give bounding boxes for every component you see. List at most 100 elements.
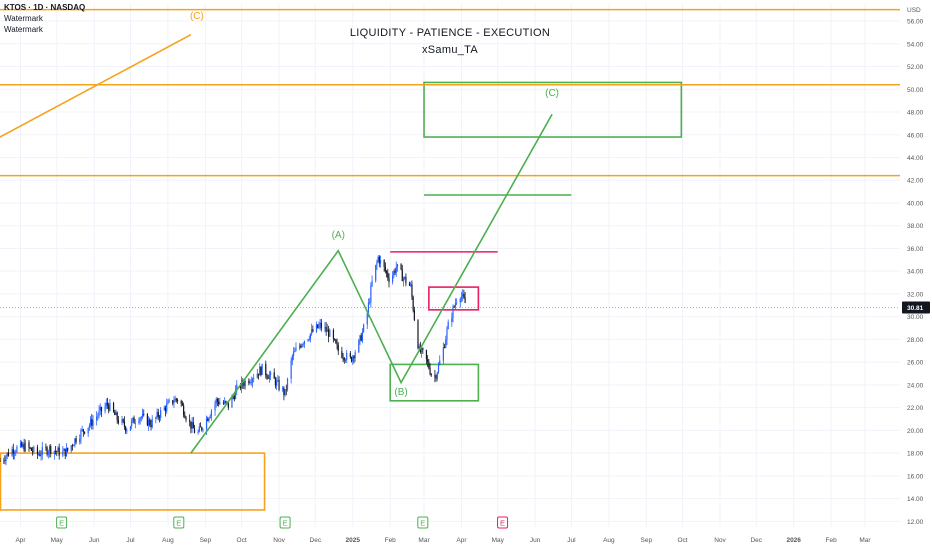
candle-body[interactable] bbox=[360, 335, 362, 341]
candle-body[interactable] bbox=[232, 396, 234, 398]
candle-body[interactable] bbox=[115, 412, 117, 416]
candle-body[interactable] bbox=[134, 423, 136, 424]
candle-body[interactable] bbox=[315, 324, 318, 332]
candle-body[interactable] bbox=[411, 284, 413, 297]
candle-body[interactable] bbox=[413, 310, 415, 321]
candle-body[interactable] bbox=[32, 450, 34, 452]
candle-body[interactable] bbox=[70, 445, 72, 451]
candle-body[interactable] bbox=[133, 417, 135, 424]
candle-body[interactable] bbox=[79, 438, 81, 442]
candle-body[interactable] bbox=[147, 419, 150, 426]
candle-body[interactable] bbox=[371, 280, 373, 286]
candle-body[interactable] bbox=[192, 422, 194, 429]
candle-body[interactable] bbox=[369, 302, 371, 304]
candle-body[interactable] bbox=[452, 306, 454, 318]
candle-body[interactable] bbox=[249, 382, 251, 384]
candle-body[interactable] bbox=[318, 325, 320, 328]
candle-body[interactable] bbox=[99, 406, 101, 411]
candle-body[interactable] bbox=[21, 442, 23, 447]
candle-body[interactable] bbox=[28, 442, 30, 448]
candle-body[interactable] bbox=[377, 256, 379, 262]
candle-body[interactable] bbox=[303, 341, 306, 344]
candle-body[interactable] bbox=[227, 402, 229, 408]
candle-body[interactable] bbox=[138, 420, 140, 424]
candle-body[interactable] bbox=[462, 294, 464, 297]
candle-body[interactable] bbox=[48, 446, 51, 453]
candle-body[interactable] bbox=[22, 444, 24, 447]
candle-body[interactable] bbox=[75, 438, 77, 442]
candle-body[interactable] bbox=[175, 398, 177, 400]
candle-body[interactable] bbox=[336, 343, 338, 345]
candle-body[interactable] bbox=[231, 396, 233, 408]
candle-body[interactable] bbox=[209, 416, 211, 419]
candle-body[interactable] bbox=[274, 378, 277, 386]
candle-body[interactable] bbox=[383, 259, 385, 267]
candle-body[interactable] bbox=[65, 447, 68, 457]
candle-body[interactable] bbox=[324, 327, 326, 329]
candle-body[interactable] bbox=[319, 322, 321, 326]
candle-body[interactable] bbox=[385, 271, 388, 273]
candle-body[interactable] bbox=[146, 414, 148, 426]
candle-body[interactable] bbox=[375, 264, 377, 281]
candle-body[interactable] bbox=[6, 452, 8, 457]
candle-body[interactable] bbox=[141, 414, 144, 418]
candle-body[interactable] bbox=[286, 378, 289, 390]
candle-body[interactable] bbox=[435, 376, 437, 379]
candle-body[interactable] bbox=[5, 456, 7, 461]
candle-body[interactable] bbox=[428, 362, 430, 369]
candle-body[interactable] bbox=[244, 380, 246, 386]
candle-body[interactable] bbox=[367, 303, 370, 314]
candle-body[interactable] bbox=[12, 449, 14, 454]
candle-body[interactable] bbox=[149, 419, 151, 426]
candle-body[interactable] bbox=[218, 401, 220, 405]
candle-body[interactable] bbox=[253, 377, 255, 379]
candle-body[interactable] bbox=[81, 429, 83, 431]
candle-body[interactable] bbox=[46, 447, 48, 455]
candle-body[interactable] bbox=[125, 426, 127, 432]
candle-body[interactable] bbox=[57, 447, 59, 452]
candle-body[interactable] bbox=[363, 324, 365, 332]
candle-body[interactable] bbox=[388, 277, 390, 283]
candle-body[interactable] bbox=[96, 416, 98, 421]
candle-body[interactable] bbox=[224, 401, 226, 404]
candle-body[interactable] bbox=[350, 357, 353, 362]
candle-body[interactable] bbox=[83, 431, 86, 434]
candle-body[interactable] bbox=[346, 353, 348, 361]
candle-body[interactable] bbox=[352, 356, 354, 362]
candle-body[interactable] bbox=[180, 400, 182, 404]
candle-body[interactable] bbox=[198, 426, 200, 432]
candle-body[interactable] bbox=[50, 446, 52, 455]
candle-body[interactable] bbox=[361, 331, 364, 341]
candle-body[interactable] bbox=[16, 446, 18, 452]
candle-body[interactable] bbox=[40, 454, 42, 456]
candle-body[interactable] bbox=[112, 402, 115, 412]
candle-body[interactable] bbox=[300, 345, 302, 348]
price-axis[interactable]: USD 12.00 14.00 16.00 18.00 20.00 22.00 24.00 26… bbox=[902, 7, 930, 526]
candle-body[interactable] bbox=[251, 378, 254, 383]
candle-body[interactable] bbox=[104, 406, 106, 412]
candle-body[interactable] bbox=[384, 266, 386, 272]
candle-body[interactable] bbox=[199, 426, 202, 428]
candle-body[interactable] bbox=[64, 448, 66, 457]
candle-body[interactable] bbox=[292, 352, 295, 356]
candle-body[interactable] bbox=[173, 401, 175, 404]
candle-body[interactable] bbox=[434, 375, 436, 377]
candle-body[interactable] bbox=[248, 380, 250, 384]
candle-body[interactable] bbox=[4, 460, 6, 462]
candle-body[interactable] bbox=[23, 444, 25, 451]
candle-body[interactable] bbox=[294, 350, 296, 353]
candle-body[interactable] bbox=[312, 329, 314, 332]
candle-body[interactable] bbox=[285, 389, 287, 391]
candle-body[interactable] bbox=[260, 367, 262, 375]
candle-body[interactable] bbox=[210, 410, 213, 417]
candle-body[interactable] bbox=[392, 275, 394, 283]
candle-body[interactable] bbox=[276, 380, 278, 386]
candle-body[interactable] bbox=[277, 380, 279, 381]
candle-body[interactable] bbox=[341, 351, 343, 358]
candle-body[interactable] bbox=[151, 419, 153, 428]
candle-body[interactable] bbox=[408, 283, 411, 286]
candle-body[interactable] bbox=[219, 402, 221, 405]
candle-body[interactable] bbox=[439, 360, 441, 366]
candle-body[interactable] bbox=[309, 333, 312, 340]
